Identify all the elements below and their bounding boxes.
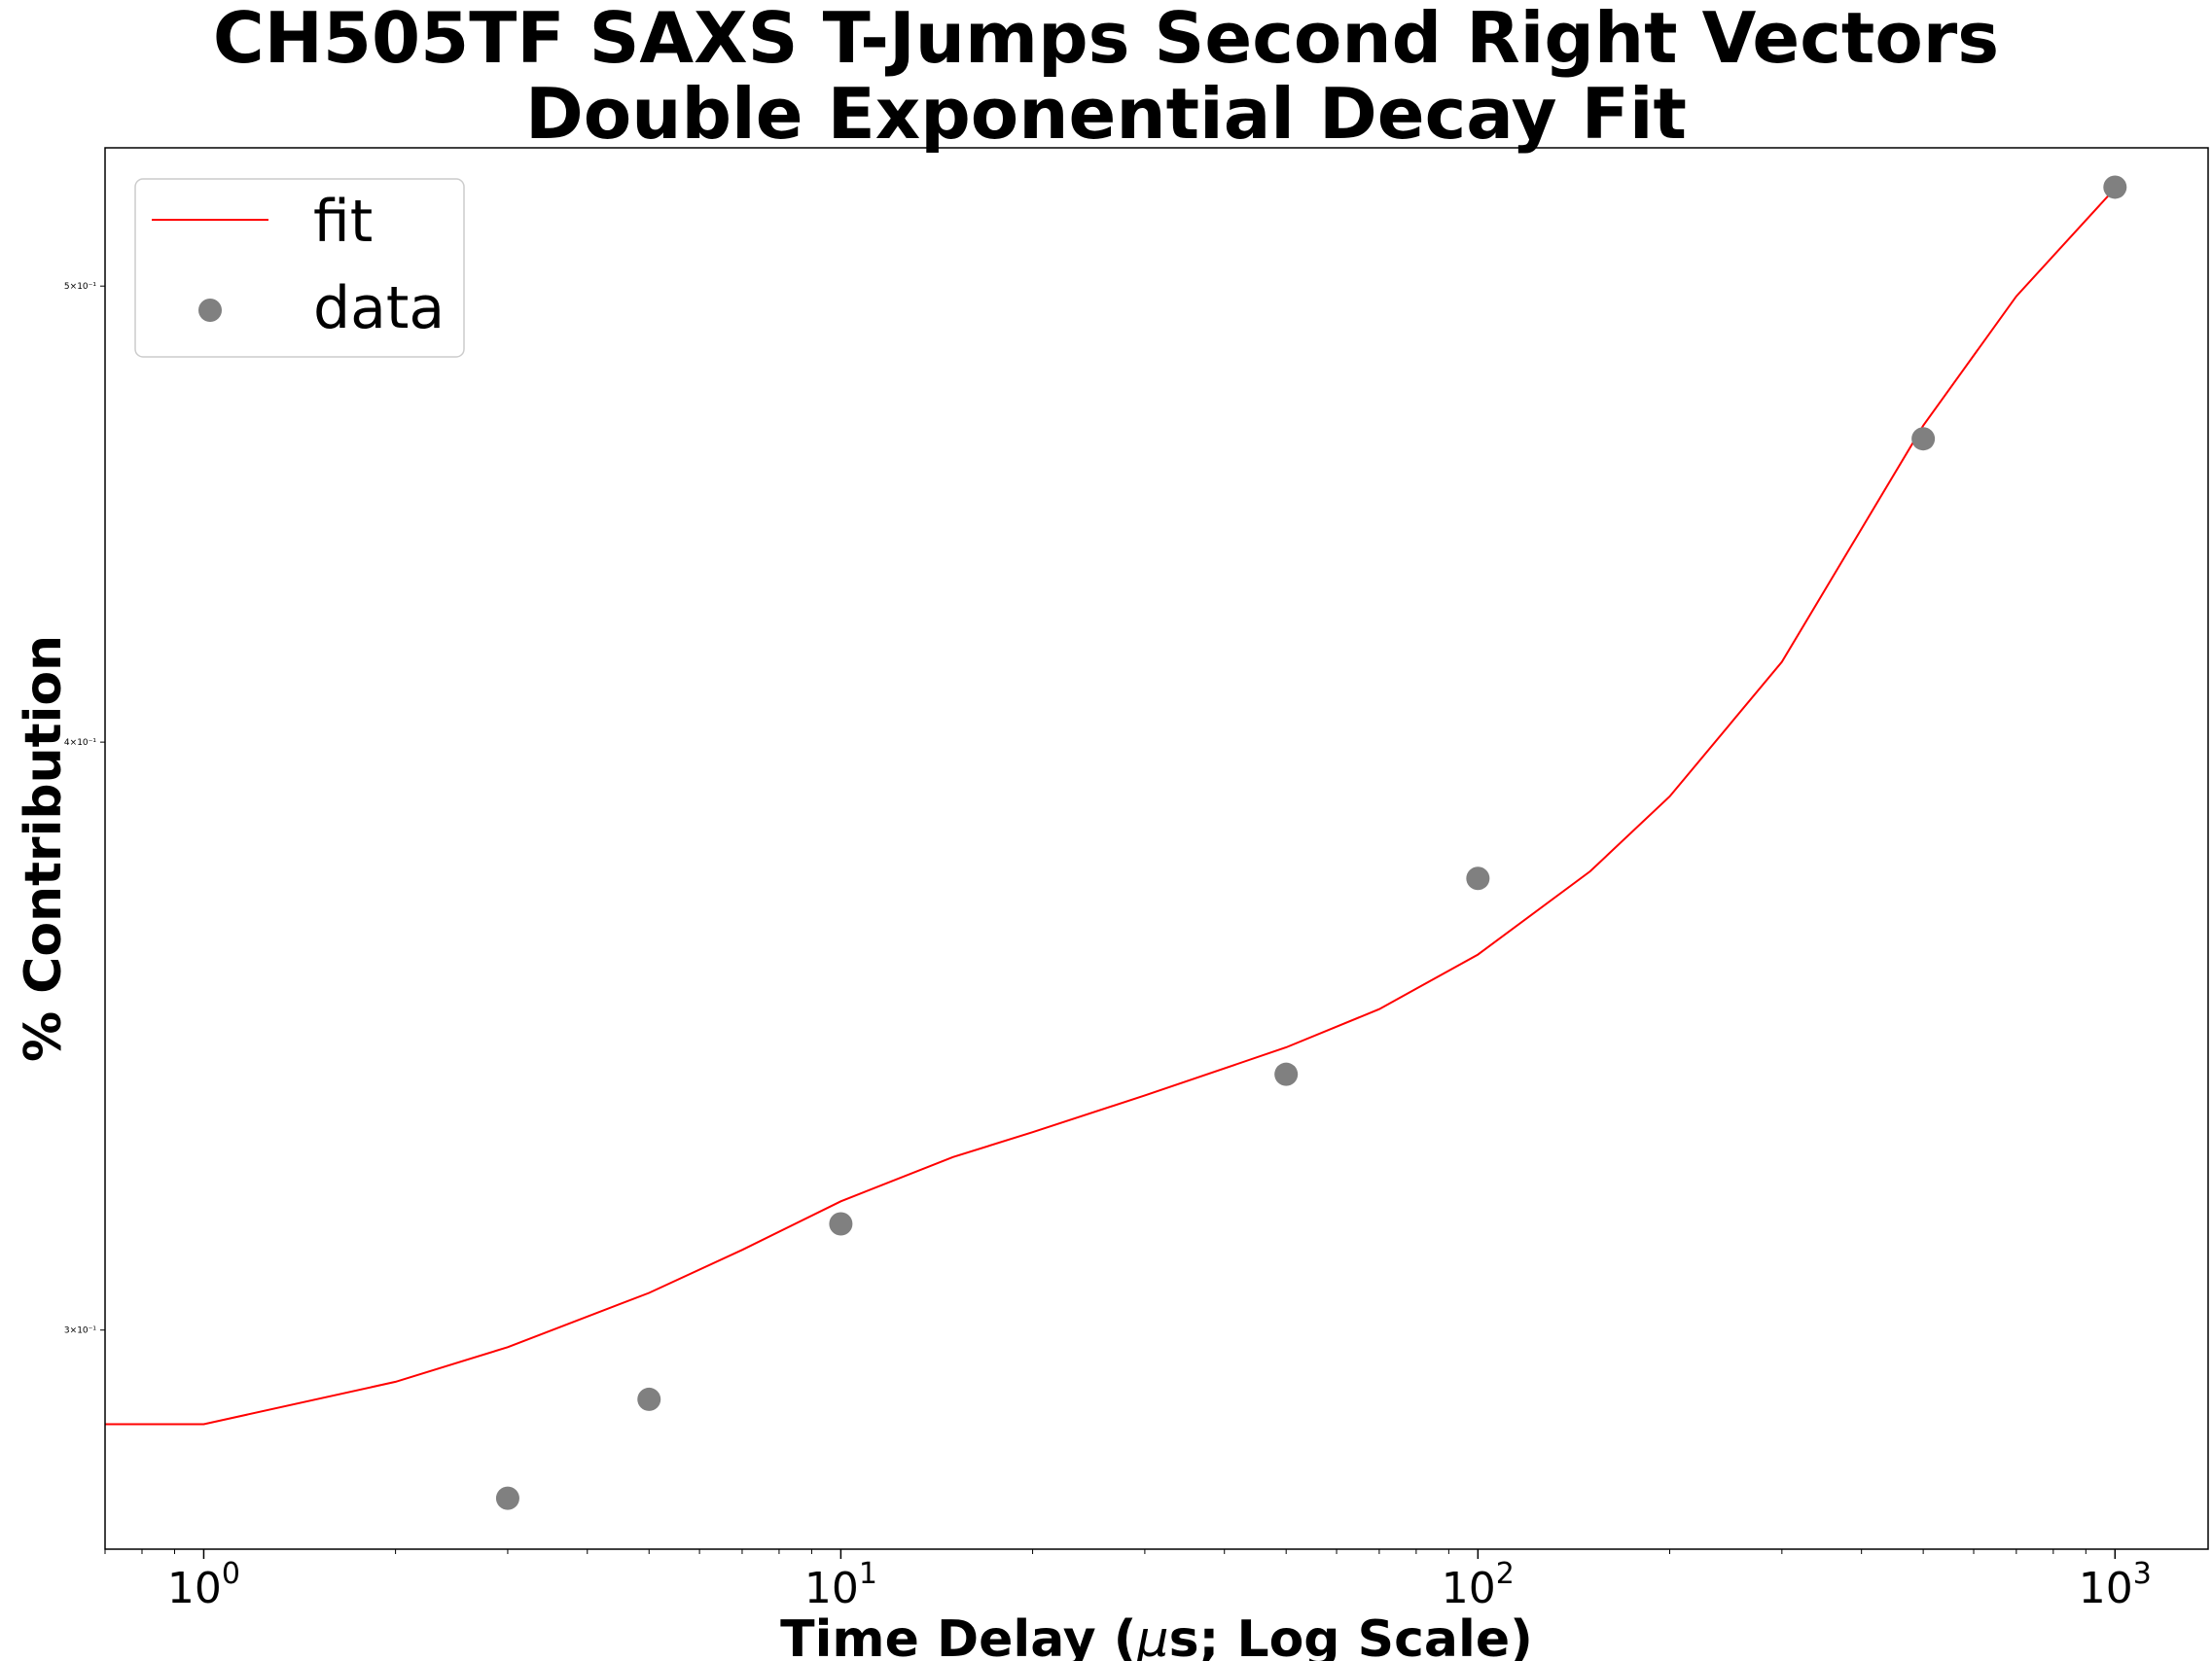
y-tick-label: 3×10⁻¹ xyxy=(64,1326,96,1336)
x-tick-label: 101 xyxy=(804,1557,877,1613)
legend: fit data xyxy=(134,178,465,358)
legend-fit-label: fit xyxy=(313,188,373,256)
fit-series xyxy=(105,188,2117,1426)
axes-frame xyxy=(104,147,2209,1550)
fit-line xyxy=(105,188,2117,1426)
y-tick-label: 5×10⁻¹ xyxy=(64,282,96,292)
data-point xyxy=(1466,866,1490,891)
data-point xyxy=(829,1212,853,1236)
x-axis-label: Time Delay (μs; Log Scale) xyxy=(780,1610,1533,1661)
x-tick-label: 103 xyxy=(2079,1557,2152,1613)
data-point xyxy=(495,1486,519,1510)
y-tick-label: 4×10⁻¹ xyxy=(64,738,96,748)
x-axis-label-mu: μ xyxy=(1136,1610,1169,1661)
data-point xyxy=(1911,427,1936,451)
x-axis-label-prefix: Time Delay ( xyxy=(780,1610,1136,1661)
data-point xyxy=(1274,1062,1299,1086)
data-series xyxy=(495,175,2127,1510)
chart-title: CH505TF SAXS T-Jumps Second Right Vector… xyxy=(0,0,2212,152)
data-point xyxy=(2103,175,2127,199)
chart-title-line-1: CH505TF SAXS T-Jumps Second Right Vector… xyxy=(212,0,2000,79)
x-axis-ticks: 100 101 102 103 xyxy=(104,1549,2152,1613)
x-tick-label: 100 xyxy=(167,1557,240,1613)
legend-data-swatch xyxy=(198,299,222,322)
legend-data-label: data xyxy=(313,274,445,342)
y-axis-ticks: 3×10⁻¹ 4×10⁻¹ 5×10⁻¹ xyxy=(64,282,105,1336)
chart-title-line-2: Double Exponential Decay Fit xyxy=(525,73,1687,155)
data-point xyxy=(637,1387,661,1411)
x-tick-label: 102 xyxy=(1442,1557,1515,1613)
y-axis-label: % Contribution xyxy=(15,635,73,1062)
x-axis-label-suffix: s; Log Scale) xyxy=(1169,1610,1533,1661)
